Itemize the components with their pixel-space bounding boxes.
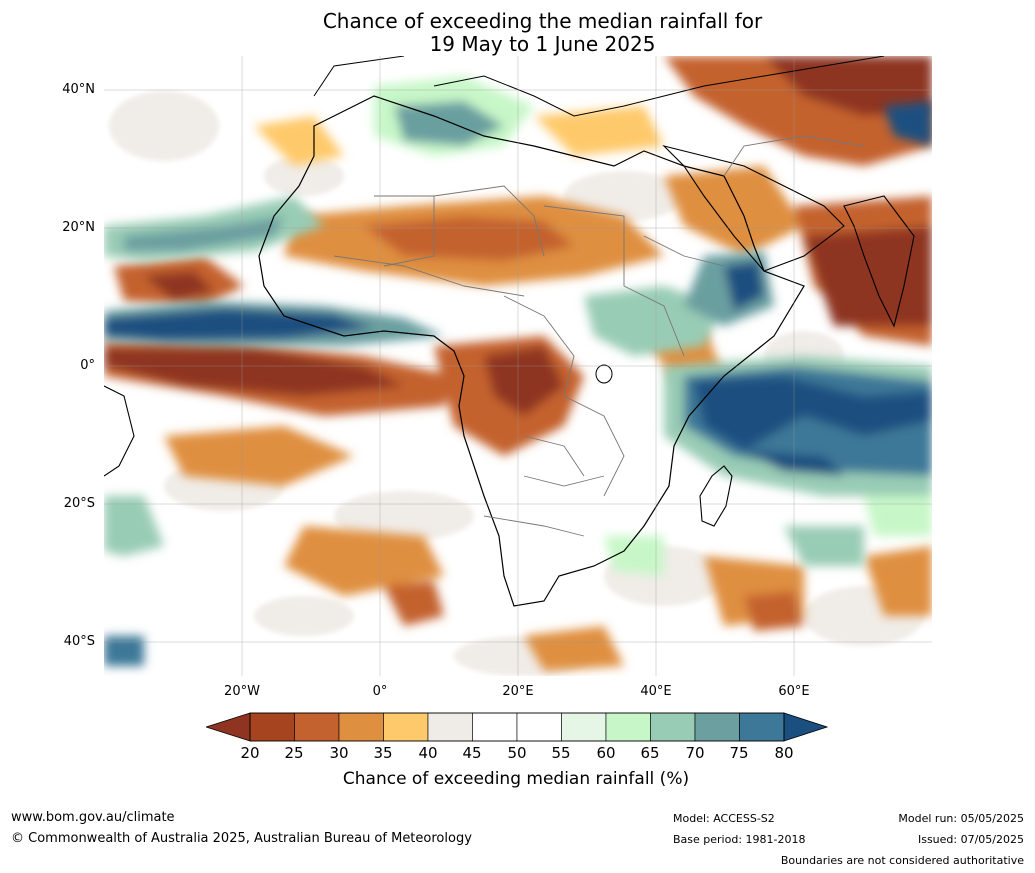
colorbar-swatch	[472, 712, 518, 742]
lon-tick-60e: 60°E	[778, 684, 810, 699]
colorbar-swatch	[427, 712, 473, 742]
colorbar-swatch	[516, 712, 562, 742]
colorbar-swatch	[739, 712, 785, 742]
colorbar-label-60: 60	[596, 744, 616, 762]
model-run-date: Model run: 05/05/2025	[898, 812, 1024, 825]
boundaries-disclaimer: Boundaries are not considered authoritat…	[780, 854, 1024, 867]
colorbar-max-arrow	[783, 712, 828, 742]
africa-coastline	[258, 95, 805, 607]
lon-tick-20e: 20°E	[502, 684, 534, 699]
colorbar-swatch	[249, 712, 295, 742]
lat-tick-20s: 20°S	[63, 496, 95, 511]
title-line-2: 19 May to 1 June 2025	[429, 32, 656, 56]
colorbar-label-45: 45	[462, 744, 482, 762]
colorbar-label-25: 25	[284, 744, 304, 762]
issued-date: Issued: 07/05/2025	[917, 833, 1024, 846]
colorbar-label-20: 20	[240, 744, 260, 762]
lat-tick-40n: 40°N	[62, 82, 95, 97]
india-coastline	[843, 195, 915, 328]
colorbar-swatch	[605, 712, 651, 742]
lon-tick-40e: 40°E	[640, 684, 672, 699]
lon-tick-20w: 20°W	[224, 684, 260, 699]
colorbar-label-35: 35	[373, 744, 393, 762]
colorbar	[206, 712, 828, 742]
colorbar-swatch	[338, 712, 384, 742]
map-title: Chance of exceeding the median rainfall …	[0, 10, 1035, 56]
copyright-text: © Commonwealth of Australia 2025, Austra…	[11, 831, 472, 846]
lon-tick-0: 0°	[372, 684, 388, 699]
colorbar-title: Chance of exceeding median rainfall (%)	[342, 769, 690, 789]
colorbar-label-55: 55	[551, 744, 571, 762]
country-borders	[333, 135, 865, 537]
model-name: Model: ACCESS-S2	[673, 812, 775, 825]
title-line-1: Chance of exceeding the median rainfall …	[322, 9, 763, 33]
colorbar-label-65: 65	[640, 744, 660, 762]
colorbar-label-50: 50	[507, 744, 527, 762]
lat-tick-40s: 40°S	[63, 634, 95, 649]
lake-victoria	[595, 364, 613, 384]
wet-anomalies	[104, 76, 932, 666]
south-america-coastline	[104, 385, 135, 477]
lat-tick-0: 0°	[80, 358, 95, 373]
colorbar-swatch	[294, 712, 340, 742]
colorbar-swatch	[383, 712, 429, 742]
colorbar-swatch	[561, 712, 607, 742]
base-period: Base period: 1981-2018	[673, 833, 806, 846]
colorbar-swatch	[650, 712, 696, 742]
rainfall-map	[104, 56, 932, 676]
madagascar-coastline	[699, 465, 733, 527]
arabia-coastline	[662, 144, 845, 272]
colorbar-label-40: 40	[418, 744, 438, 762]
gridlines	[104, 56, 932, 676]
colorbar-label-30: 30	[329, 744, 349, 762]
colorbar-label-75: 75	[729, 744, 749, 762]
colorbar-min-arrow	[206, 712, 251, 742]
lat-tick-20n: 20°N	[62, 220, 95, 235]
colorbar-label-70: 70	[685, 744, 705, 762]
colorbar-swatch	[694, 712, 740, 742]
website-link[interactable]: www.bom.gov.au/climate	[11, 810, 175, 825]
colorbar-label-80: 80	[774, 744, 794, 762]
